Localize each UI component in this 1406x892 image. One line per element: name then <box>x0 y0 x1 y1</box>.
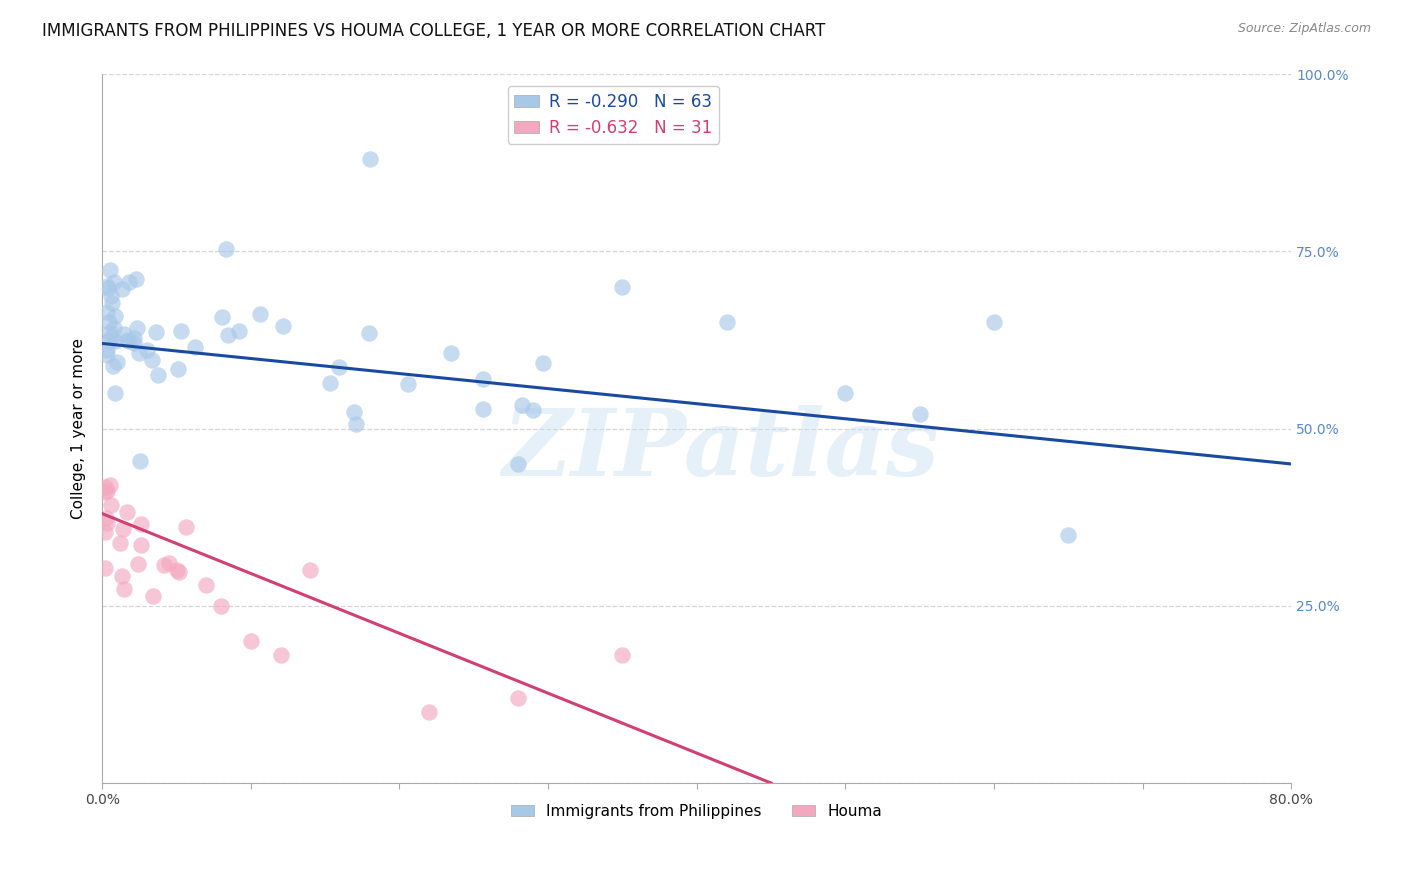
Point <box>153 558 176 572</box>
Point <box>111 522 134 536</box>
Point <box>211 310 233 324</box>
Point <box>215 242 238 256</box>
Point <box>96 348 118 362</box>
Point <box>115 334 138 348</box>
Point <box>834 386 856 401</box>
Legend: Immigrants from Philippines, Houma: Immigrants from Philippines, Houma <box>505 797 889 825</box>
Point <box>344 417 367 431</box>
Point <box>217 328 239 343</box>
Y-axis label: College, 1 year or more: College, 1 year or more <box>72 338 86 519</box>
Point <box>128 346 150 360</box>
Point <box>299 563 322 577</box>
Point <box>124 335 146 350</box>
Point <box>1057 528 1080 542</box>
Point <box>98 325 121 339</box>
Point <box>100 330 122 344</box>
Point <box>184 340 207 354</box>
Point <box>195 577 218 591</box>
Point <box>166 563 188 577</box>
Point <box>112 326 135 341</box>
Point <box>328 360 350 375</box>
Point <box>169 565 191 579</box>
Point <box>127 321 149 335</box>
Point <box>440 346 463 360</box>
Point <box>716 315 738 329</box>
Point <box>357 326 380 340</box>
Point <box>94 480 117 494</box>
Point <box>908 408 931 422</box>
Point <box>104 386 127 401</box>
Point <box>512 398 534 412</box>
Point <box>118 275 141 289</box>
Point <box>96 510 118 524</box>
Text: ZIPatlas: ZIPatlas <box>502 405 939 495</box>
Point <box>270 648 292 663</box>
Point <box>129 516 152 531</box>
Text: IMMIGRANTS FROM PHILIPPINES VS HOUMA COLLEGE, 1 YEAR OR MORE CORRELATION CHART: IMMIGRANTS FROM PHILIPPINES VS HOUMA COL… <box>42 22 825 40</box>
Point <box>167 361 190 376</box>
Point <box>249 307 271 321</box>
Point <box>471 401 494 416</box>
Point <box>96 343 118 357</box>
Point <box>96 516 118 530</box>
Point <box>103 320 125 334</box>
Point <box>97 315 120 329</box>
Point <box>136 343 159 357</box>
Point <box>359 152 381 166</box>
Point <box>508 457 530 471</box>
Point <box>273 318 295 333</box>
Point <box>170 324 193 338</box>
Point <box>531 355 554 369</box>
Point <box>239 634 262 648</box>
Point <box>343 405 366 419</box>
Point <box>157 556 180 570</box>
Point <box>105 355 128 369</box>
Point <box>418 705 440 719</box>
Point <box>228 324 250 338</box>
Point <box>111 569 134 583</box>
Point <box>472 372 495 386</box>
Point <box>145 325 167 339</box>
Point <box>141 353 163 368</box>
Point <box>148 368 170 383</box>
Point <box>108 536 131 550</box>
Point <box>97 334 120 349</box>
Point <box>100 498 122 512</box>
Point <box>94 524 117 539</box>
Point <box>96 278 118 293</box>
Point <box>104 310 127 324</box>
Point <box>94 561 117 575</box>
Point <box>96 483 118 498</box>
Point <box>100 288 122 302</box>
Point <box>125 271 148 285</box>
Point <box>176 519 198 533</box>
Point <box>318 376 340 390</box>
Point <box>131 538 153 552</box>
Point <box>129 454 152 468</box>
Point <box>94 485 117 500</box>
Point <box>115 505 138 519</box>
Point <box>118 334 141 349</box>
Point <box>983 315 1005 329</box>
Point <box>522 402 544 417</box>
Point <box>612 648 634 663</box>
Point <box>100 477 122 491</box>
Point <box>97 281 120 295</box>
Point <box>508 690 530 705</box>
Point <box>104 334 127 348</box>
Point <box>100 296 122 310</box>
Point <box>112 582 135 596</box>
Point <box>209 599 232 613</box>
Point <box>396 377 419 392</box>
Point <box>96 305 118 319</box>
Point <box>122 331 145 345</box>
Point <box>111 282 134 296</box>
Point <box>101 359 124 374</box>
Point <box>98 263 121 277</box>
Point <box>127 557 149 571</box>
Point <box>142 589 165 603</box>
Point <box>612 279 634 293</box>
Point <box>103 275 125 289</box>
Text: Source: ZipAtlas.com: Source: ZipAtlas.com <box>1237 22 1371 36</box>
